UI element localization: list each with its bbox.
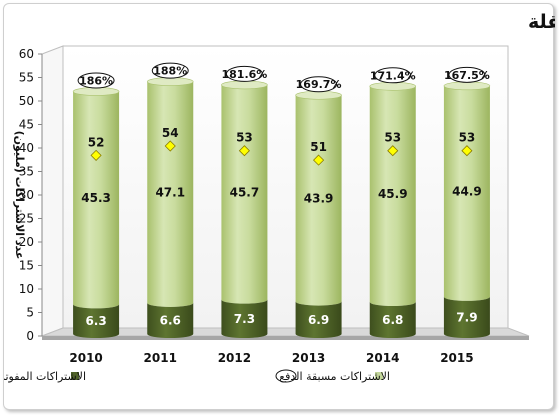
bars: 6.3 45.3 52 186% 6.6 47.1 54 188% 7.3 45.7 53 181.6…: [72, 62, 491, 338]
penetration-ellipse: [448, 66, 486, 83]
data-label-prepaid: 43.9: [304, 191, 334, 205]
data-label-postpaid: 6.6: [160, 313, 181, 327]
bar-cap-prepaid: [443, 81, 491, 91]
chart-frame: إجمالي الإشتراكات في خدمات الاتصالات الم…: [3, 3, 555, 410]
chart-svg: إجمالي الإشتراكات في خدمات الاتصالات الم…: [4, 11, 555, 383]
bar-2015: 7.9 44.9 53 167.5%: [443, 66, 491, 338]
total-marker: [238, 145, 250, 157]
y-tick-label: 25: [19, 212, 34, 226]
x-axis: 2010 2011 2012 2013 2014 2015: [69, 351, 473, 365]
y-tick-label: 55: [19, 71, 34, 85]
bar-segment-postpaid: [221, 299, 268, 338]
x-tick-label: 2011: [144, 351, 177, 365]
data-label-postpaid: 6.3: [85, 314, 106, 328]
data-label-prepaid: 45.9: [378, 187, 408, 201]
side-wall: [41, 45, 64, 337]
bar-segment-prepaid: [369, 86, 416, 307]
data-label-prepaid: 47.1: [155, 185, 185, 199]
bar-segment-prepaid: [147, 81, 194, 307]
bar-segment-prepaid: [443, 85, 490, 301]
back-wall: [62, 45, 509, 329]
data-label-prepaid: 45.7: [230, 185, 260, 199]
bar-cap-prepaid: [295, 90, 342, 100]
y-tick-label: 50: [19, 94, 34, 108]
bar-2012: 7.3 45.7 53 181.6%: [221, 65, 268, 338]
plot-walls: [41, 45, 530, 340]
x-tick-label: 2015: [440, 351, 473, 365]
penetration-label: 167.5%: [444, 69, 490, 82]
data-label-total: 53: [236, 131, 253, 145]
total-marker: [313, 154, 325, 166]
legend-swatch-postpaid: [71, 372, 79, 380]
y-tick-label: 30: [19, 188, 34, 202]
penetration-label: 169.7%: [296, 78, 342, 91]
chart-title: إجمالي الإشتراكات في خدمات الاتصالات الم…: [528, 11, 555, 33]
bar-cap-prepaid: [146, 77, 194, 86]
bar-segment-postpaid: [73, 304, 120, 338]
x-tick-label: 2013: [292, 351, 325, 365]
data-label-total: 51: [310, 140, 327, 154]
y-tick-label: 35: [19, 165, 34, 179]
y-axis-label: عدد الاشتراكات (مليون): [13, 131, 26, 260]
penetration-label: 188%: [153, 65, 187, 78]
total-marker: [164, 140, 176, 152]
bar-cap-prepaid: [369, 82, 417, 91]
penetration-label: 171.4%: [370, 69, 416, 82]
data-label-total: 54: [162, 126, 179, 140]
penetration-label: 186%: [79, 74, 113, 87]
x-tick-label: 2014: [366, 351, 399, 365]
data-label-prepaid: 44.9: [452, 184, 482, 198]
x-tick-label: 2010: [69, 351, 102, 365]
bar-cap-prepaid: [221, 80, 268, 90]
penetration-ellipse: [300, 76, 338, 93]
y-tick-label: 15: [19, 259, 34, 273]
legend: الاشتراكات المفوترة (لاحقة الدفع) الاشتر…: [4, 369, 390, 383]
data-label-postpaid: 7.3: [234, 312, 255, 326]
penetration-ellipse: [225, 65, 263, 82]
total-marker: [461, 145, 473, 157]
data-label-postpaid: 7.9: [456, 310, 477, 324]
legend-label-postpaid: الاشتراكات المفوترة (لاحقة الدفع): [4, 370, 86, 383]
bar-2014: 6.8 45.9 53 171.4%: [369, 67, 417, 338]
penetration-ellipse: [374, 67, 412, 84]
x-tick-label: 2012: [218, 351, 251, 365]
data-label-total: 52: [88, 135, 105, 149]
y-tick-label: 45: [19, 118, 34, 132]
penetration-ellipse: [151, 62, 189, 79]
bar-segment-postpaid: [443, 296, 490, 338]
legend-ellipse-icon: [275, 369, 297, 383]
data-label-prepaid: 45.3: [81, 191, 111, 205]
y-tick-label: 60: [19, 47, 34, 61]
bar-segment-postpaid: [369, 302, 416, 338]
bar-segment-prepaid: [73, 91, 120, 309]
penetration-label: 181.6%: [222, 68, 268, 81]
y-axis: 0 5 10 15 20 25 30 35 40 45 50 55 60: [19, 47, 43, 343]
penetration-ellipse: [77, 72, 115, 89]
total-marker: [387, 145, 399, 157]
bar-segment-prepaid: [295, 95, 342, 306]
bar-2011: 6.6 47.1 54 188%: [146, 62, 194, 338]
total-marker: [90, 149, 102, 161]
data-label-total: 53: [459, 131, 476, 145]
y-tick-label: 5: [26, 306, 34, 320]
legend-swatch-prepaid: [375, 372, 383, 380]
bar-segment-postpaid: [295, 301, 342, 338]
legend-label-prepaid: الاشتراكات مسبقة الدفع: [279, 370, 390, 383]
bar-cap-prepaid: [72, 87, 120, 96]
bar-2010: 6.3 45.3 52 186%: [72, 72, 120, 338]
bar-segment-prepaid: [221, 84, 268, 304]
data-label-postpaid: 6.8: [382, 313, 403, 327]
data-label-total: 53: [384, 131, 401, 145]
y-tick-label: 20: [19, 235, 34, 249]
y-tick-label: 0: [26, 329, 34, 343]
bar-2013: 6.9 43.9 51 169.7%: [295, 76, 342, 338]
data-label-postpaid: 6.9: [308, 313, 329, 327]
bar-segment-postpaid: [147, 302, 194, 338]
y-tick-label: 40: [19, 141, 34, 155]
y-tick-label: 10: [19, 282, 34, 296]
